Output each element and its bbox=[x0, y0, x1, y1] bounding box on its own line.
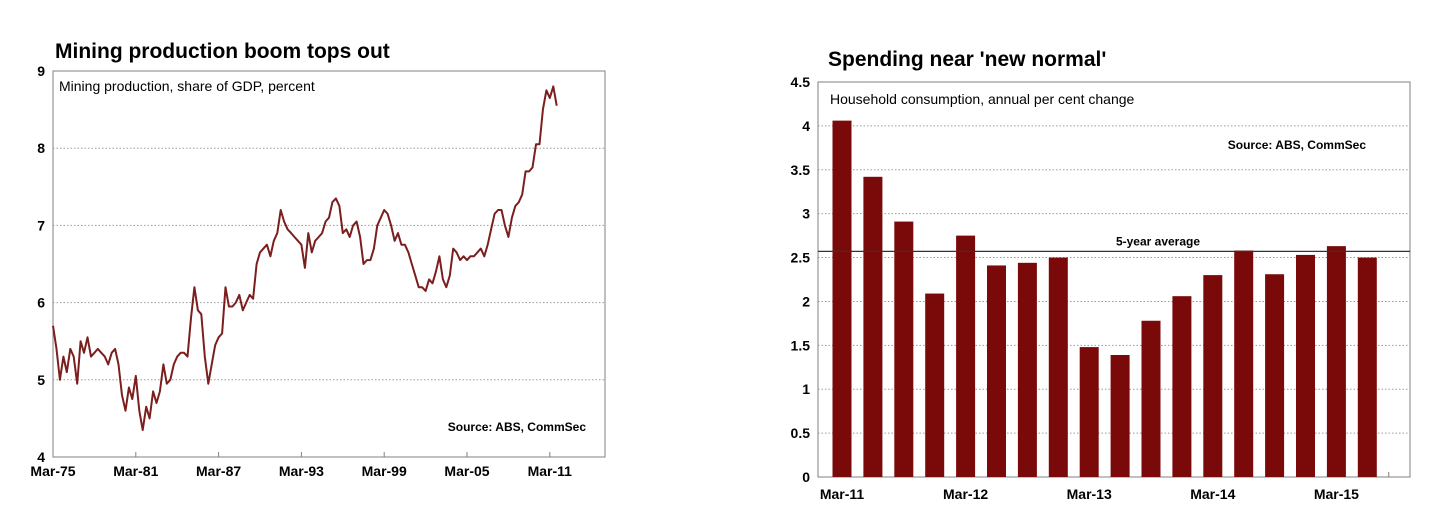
bar bbox=[1357, 257, 1377, 477]
source-note: Source: ABS, CommSec bbox=[1228, 138, 1367, 152]
y-tick-label: 7 bbox=[37, 217, 45, 233]
spending-chart-panel: Spending near 'new normal' Household con… bbox=[760, 0, 1440, 508]
y-tick-label: 4 bbox=[802, 118, 810, 134]
y-tick-label: 4.5 bbox=[791, 74, 811, 90]
bar bbox=[894, 221, 914, 477]
bar bbox=[1141, 320, 1161, 477]
x-axis-ticks: Mar-11 Mar-12 Mar-13 Mar-14 Mar-15 bbox=[820, 472, 1390, 502]
mining-chart-panel: Mining production boom tops out Mining p… bbox=[0, 0, 640, 508]
chart-subtitle: Mining production, share of GDP, percent bbox=[59, 78, 315, 94]
x-tick-label: Mar-81 bbox=[113, 463, 158, 479]
bar bbox=[987, 265, 1006, 477]
gridlines bbox=[53, 147, 605, 381]
bar bbox=[832, 120, 852, 477]
bar bbox=[1017, 262, 1037, 477]
mining-chart: Mining production boom tops out Mining p… bbox=[30, 40, 606, 479]
y-tick-label: 8 bbox=[37, 140, 45, 156]
chart-subtitle: Household consumption, annual per cent c… bbox=[830, 91, 1135, 107]
gridlines bbox=[818, 125, 1410, 434]
x-tick-label: Mar-11 bbox=[528, 463, 573, 479]
x-tick-label: Mar-13 bbox=[1067, 486, 1112, 502]
y-tick-label: 4 bbox=[37, 449, 45, 465]
y-axis-ticks: 4 5 6 7 8 9 bbox=[37, 63, 45, 465]
bar bbox=[956, 235, 976, 477]
bar bbox=[863, 176, 883, 478]
bar bbox=[1234, 250, 1254, 477]
x-tick-label: Mar-99 bbox=[362, 463, 407, 479]
mining-share-line bbox=[52, 85, 558, 431]
y-tick-label: 9 bbox=[37, 63, 45, 79]
y-tick-label: 0.5 bbox=[791, 425, 811, 441]
five-year-average-label: 5-year average bbox=[1116, 234, 1200, 248]
bar bbox=[1326, 246, 1346, 477]
x-tick-label: Mar-12 bbox=[943, 486, 988, 502]
bars bbox=[832, 120, 1377, 478]
bar bbox=[1265, 274, 1285, 477]
chart-title: Mining production boom tops out bbox=[55, 40, 390, 63]
y-tick-label: 1.5 bbox=[791, 337, 811, 353]
bar bbox=[1048, 257, 1068, 477]
spending-chart: Spending near 'new normal' Household con… bbox=[791, 48, 1411, 502]
x-tick-label: Mar-14 bbox=[1190, 486, 1235, 502]
y-tick-label: 3 bbox=[802, 206, 810, 222]
y-axis-ticks: 0 0.5 1 1.5 2 2.5 3 3.5 4 4.5 bbox=[791, 74, 811, 485]
bar bbox=[1110, 354, 1130, 477]
y-tick-label: 2 bbox=[802, 293, 810, 309]
bar bbox=[925, 293, 945, 477]
source-note: Source: ABS, CommSec bbox=[448, 420, 587, 434]
x-tick-label: Mar-11 bbox=[820, 486, 865, 502]
bar bbox=[1172, 296, 1192, 477]
x-tick-label: Mar-87 bbox=[196, 463, 241, 479]
bar bbox=[1296, 254, 1315, 477]
x-tick-label: Mar-05 bbox=[444, 463, 489, 479]
y-tick-label: 0 bbox=[802, 469, 810, 485]
bar bbox=[1079, 347, 1099, 477]
y-tick-label: 2.5 bbox=[791, 250, 811, 266]
x-tick-label: Mar-15 bbox=[1314, 486, 1359, 502]
bar bbox=[1203, 275, 1223, 477]
x-tick-label: Mar-93 bbox=[279, 463, 324, 479]
y-tick-label: 6 bbox=[37, 295, 45, 311]
x-tick-label: Mar-75 bbox=[30, 463, 75, 479]
y-tick-label: 1 bbox=[802, 381, 810, 397]
chart-title: Spending near 'new normal' bbox=[828, 48, 1106, 71]
plot-area bbox=[52, 70, 606, 458]
y-tick-label: 3.5 bbox=[791, 162, 811, 178]
x-axis-ticks: Mar-75 Mar-81 Mar-87 Mar-93 Mar-99 Mar-05 Mar-… bbox=[30, 452, 572, 479]
y-tick-label: 5 bbox=[37, 372, 45, 388]
